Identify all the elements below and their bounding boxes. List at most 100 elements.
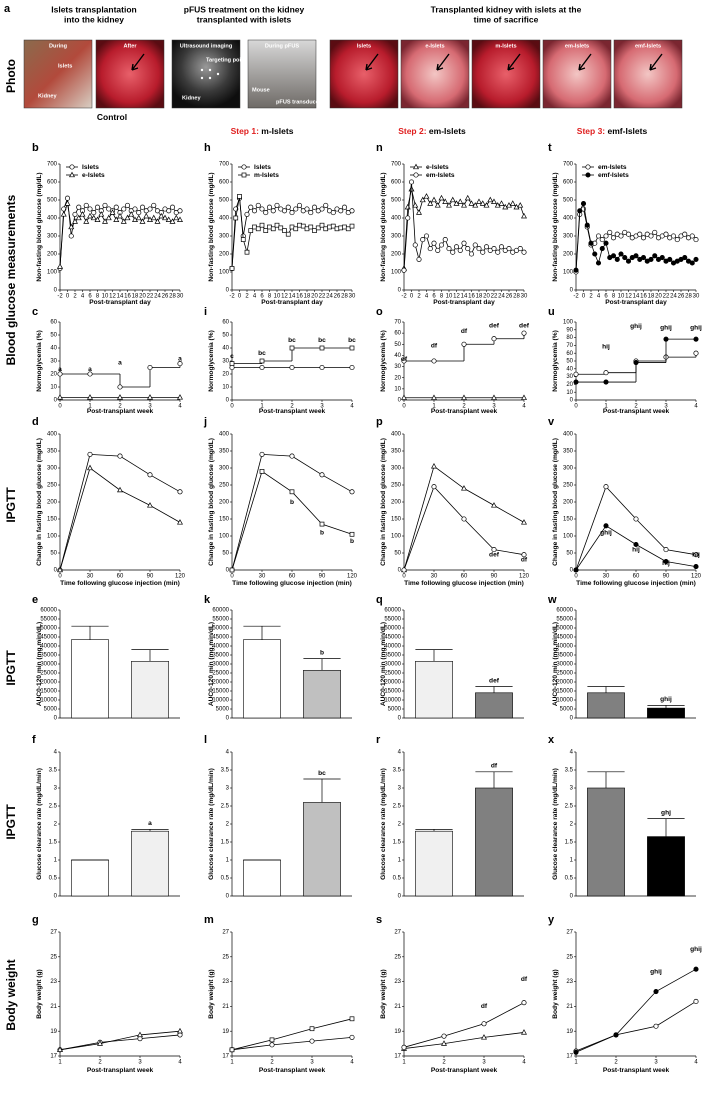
marker [693, 336, 699, 342]
marker [491, 394, 497, 400]
marker [453, 244, 460, 250]
chart-panel: w AUC0-120 min (mg.min/dL) 0 5000 10000 15000… [547, 594, 696, 722]
y-tick-label: 21 [222, 1004, 229, 1010]
y-tick-label: 35000 [384, 653, 401, 659]
x-tick-label: 18 [132, 294, 139, 300]
marker [69, 164, 75, 170]
x-tick-label: 4 [350, 404, 354, 410]
photo-label: pFUS transducer [276, 99, 322, 105]
panel-letter: d [32, 416, 39, 428]
y-tick-label: 1 [398, 858, 402, 864]
y-tick-label: 700 [563, 162, 574, 168]
x-tick-label: 1 [88, 404, 92, 410]
group-title: transplanted with islets [197, 14, 292, 24]
group-title: into the kidney [64, 14, 124, 24]
y-tick-label: 20000 [212, 680, 229, 686]
marker [491, 547, 497, 553]
x-tick-label: 18 [648, 294, 655, 300]
panel-letter: i [204, 306, 207, 318]
marker [580, 201, 587, 207]
annotation: df [521, 976, 528, 983]
photo-label: Islets [58, 63, 72, 69]
y-tick-label: 350 [391, 449, 402, 455]
marker [251, 208, 258, 214]
x-axis-label: Post-transplant week [259, 1067, 326, 1074]
marker [585, 164, 591, 170]
y-tick-label: 600 [219, 180, 230, 186]
photo [471, 39, 541, 109]
marker [87, 464, 93, 471]
y-axis-label: Glucose clearance rate (mg/dL/min) [380, 768, 387, 880]
panel-letter: o [376, 306, 383, 318]
y-tick-label: 50 [50, 551, 57, 557]
marker [592, 251, 598, 257]
x-tick-label: -2 [57, 294, 63, 300]
x-tick-label: 0 [582, 294, 586, 300]
x-tick-label: 2 [442, 1060, 446, 1066]
x-tick-label: 24 [154, 294, 161, 300]
y-tick-label: 5000 [44, 707, 58, 713]
marker [315, 225, 321, 231]
x-tick-label: 60 [633, 574, 640, 580]
marker [468, 200, 475, 206]
marker [431, 196, 437, 203]
y-tick-label: 15000 [384, 689, 401, 695]
marker [150, 214, 157, 221]
x-tick-label: 0 [58, 404, 62, 410]
x-tick-label: 4 [597, 294, 601, 300]
x-tick-label: 8 [440, 294, 444, 300]
marker [633, 360, 639, 366]
marker [128, 211, 135, 217]
marker [441, 1040, 447, 1046]
marker [83, 202, 89, 208]
x-axis-label: Time following glucose injection (min) [576, 580, 696, 587]
x-tick-label: 28 [685, 294, 692, 300]
panel-letter: q [376, 594, 383, 606]
y-tick-label: 19 [394, 1029, 401, 1035]
marker [622, 255, 628, 261]
error-bar [647, 705, 685, 709]
marker [132, 206, 138, 212]
panel-letter: m [204, 914, 214, 926]
marker [87, 206, 93, 212]
marker [309, 1026, 315, 1032]
y-tick-label: 300 [47, 466, 58, 472]
x-tick-label: 8 [96, 294, 100, 300]
marker [431, 394, 437, 400]
axes [403, 434, 524, 571]
y-tick-label: 0 [54, 398, 58, 404]
y-tick-label: 350 [563, 449, 574, 455]
marker [573, 379, 579, 385]
x-tick-label: 1 [58, 1060, 62, 1066]
marker [461, 240, 467, 246]
x-axis-label: Time following glucose injection (min) [404, 580, 524, 587]
marker [98, 211, 105, 217]
marker [319, 521, 325, 527]
marker [693, 237, 699, 243]
marker [97, 1040, 103, 1046]
marker [259, 206, 265, 212]
y-tick-label: 25 [394, 954, 401, 960]
marker [509, 200, 516, 206]
x-tick-label: 3 [320, 404, 324, 410]
header-text: em-Islets [429, 126, 466, 136]
chart-panel: q AUC0-120 min (mg.min/dL) 0 5000 10000 15000… [376, 594, 524, 722]
annotation: ghj [661, 809, 671, 816]
marker [461, 202, 467, 208]
x-tick-label: 30 [603, 574, 610, 580]
bar [71, 639, 109, 719]
annotation: df [491, 763, 498, 770]
y-tick-label: 3.5 [565, 768, 574, 774]
bar [71, 859, 109, 897]
x-tick-label: 4 [694, 1060, 698, 1066]
photo [542, 39, 612, 109]
panel-letter: y [548, 914, 555, 926]
marker [124, 214, 131, 221]
marker [255, 202, 261, 208]
marker [401, 394, 407, 400]
y-tick-label: 250 [47, 483, 58, 489]
marker [423, 193, 430, 199]
x-tick-label: 120 [691, 574, 702, 580]
marker [143, 212, 150, 219]
